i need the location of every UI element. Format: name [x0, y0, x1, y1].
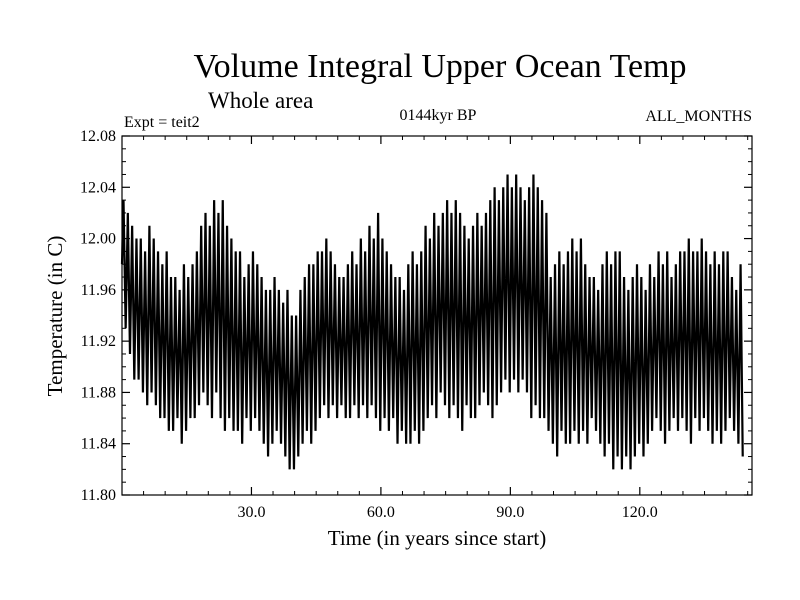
y-tick-label: 12.00: [80, 231, 116, 248]
period-label: 0144kyr BP: [400, 107, 477, 124]
y-axis: 11.80 11.84 11.88 11.92 11.96 12.00 12.04 12.08: [80, 128, 752, 504]
y-tick-label: 11.80: [81, 487, 116, 504]
chart-subtitle: Whole area: [208, 88, 313, 113]
y-tick-label: 11.96: [81, 282, 116, 299]
x-tick-label: 90.0: [496, 504, 524, 521]
x-tick-label: 60.0: [367, 504, 395, 521]
x-tick-label: 120.0: [622, 504, 658, 521]
y-tick-label: 11.88: [81, 384, 116, 401]
chart-title: Volume Integral Upper Ocean Temp: [194, 48, 687, 85]
y-tick-label: 11.84: [81, 436, 116, 453]
y-tick-label: 12.08: [80, 128, 116, 145]
experiment-label: Expt = teit2: [124, 114, 200, 131]
x-axis: 30.0 60.0 90.0 120.0: [143, 136, 749, 521]
y-tick-label: 11.92: [81, 333, 116, 350]
y-axis-label: Temperature (in C): [43, 236, 67, 397]
temperature-series-line: [120, 174, 744, 470]
months-label: ALL_MONTHS: [645, 108, 752, 125]
x-axis-label: Time (in years since start): [328, 526, 547, 550]
x-tick-label: 30.0: [237, 504, 265, 521]
y-tick-label: 12.04: [80, 179, 116, 196]
